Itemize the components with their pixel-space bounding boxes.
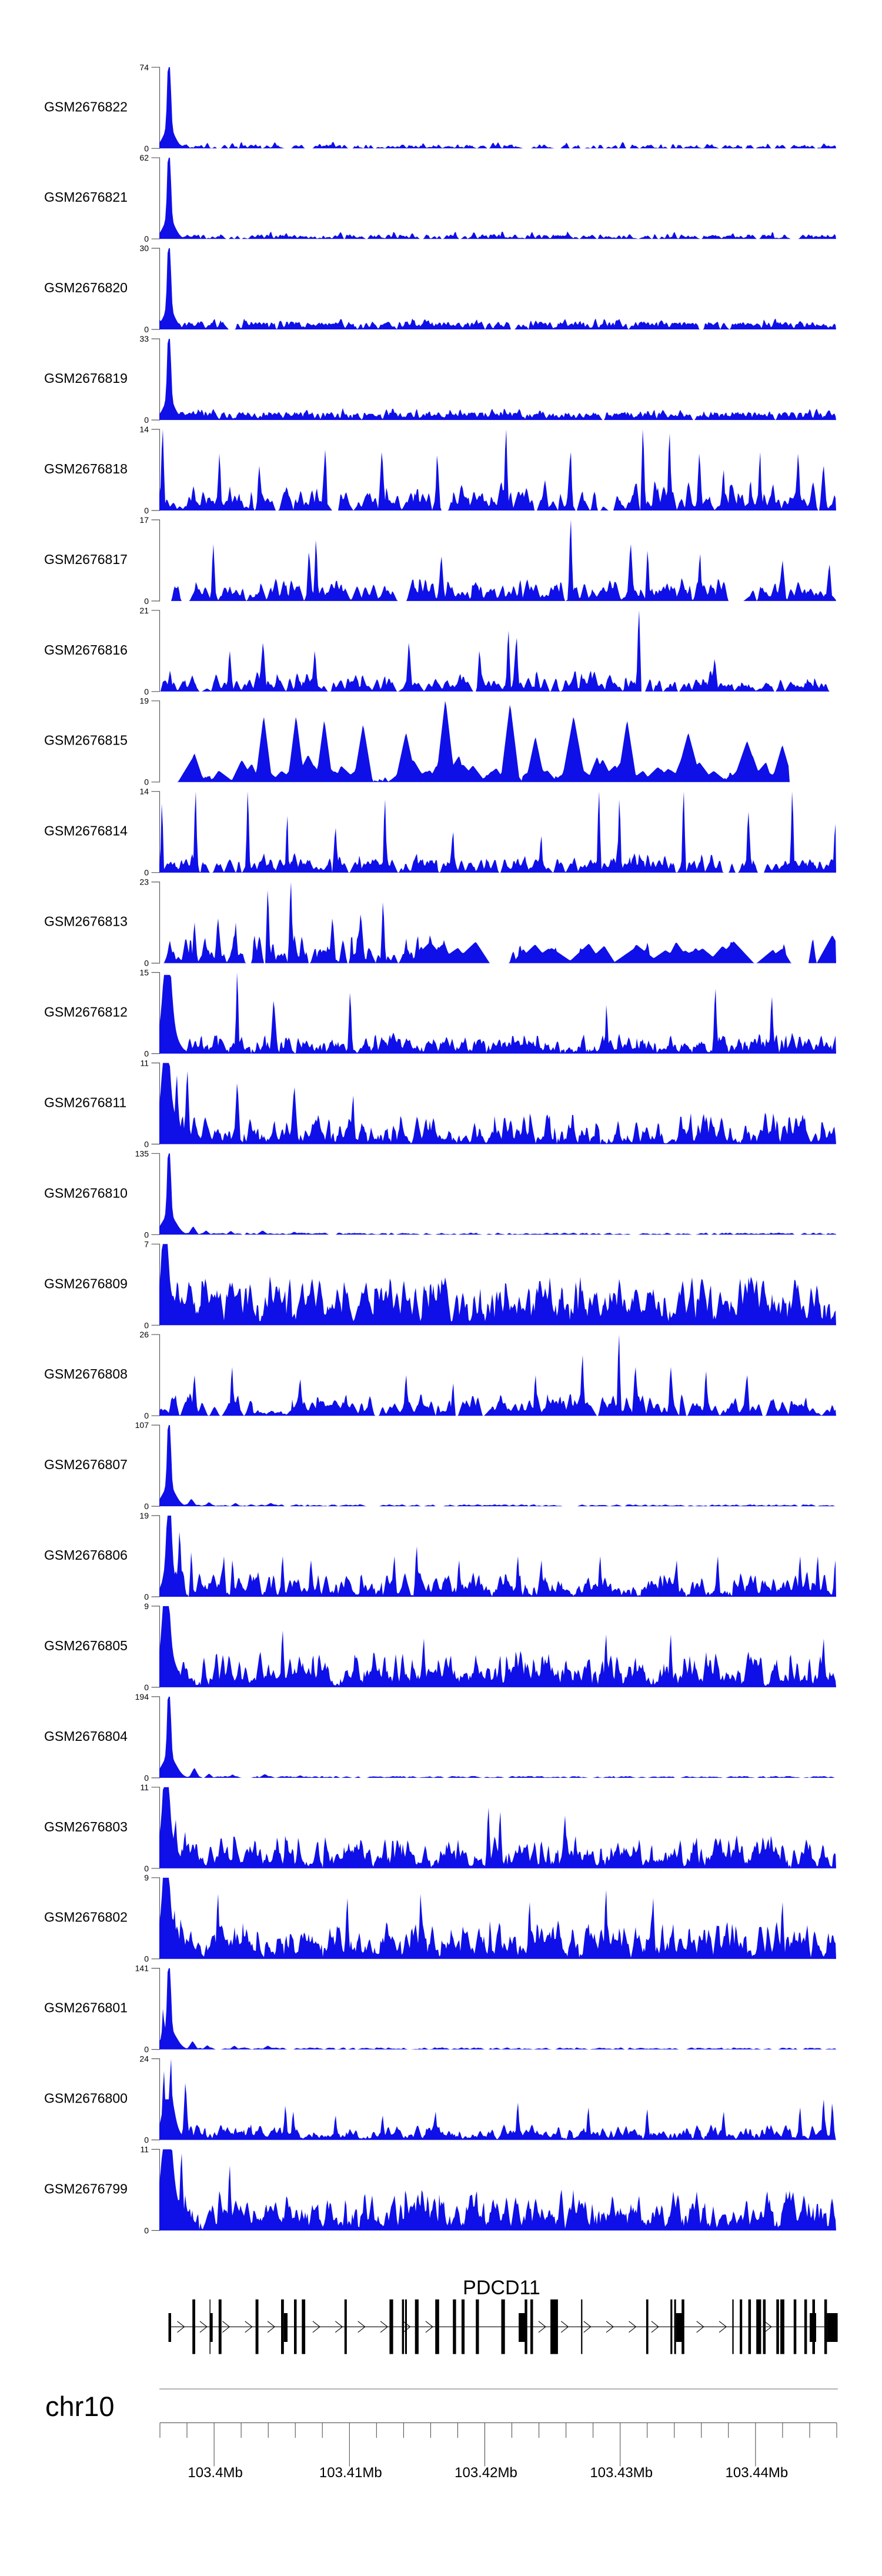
svg-text:0: 0 [144, 144, 149, 153]
svg-text:23: 23 [139, 877, 149, 887]
svg-text:GSM2676817: GSM2676817 [44, 552, 128, 567]
svg-text:0: 0 [144, 1501, 149, 1511]
svg-text:GSM2676816: GSM2676816 [44, 642, 128, 658]
svg-text:62: 62 [139, 153, 149, 162]
svg-text:0: 0 [144, 234, 149, 243]
svg-text:135: 135 [135, 1149, 149, 1158]
svg-text:0: 0 [144, 1139, 149, 1149]
svg-text:GSM2676810: GSM2676810 [44, 1185, 128, 1200]
svg-text:9: 9 [144, 1873, 149, 1883]
svg-text:0: 0 [144, 1864, 149, 1873]
svg-text:11: 11 [140, 1783, 149, 1792]
svg-text:33: 33 [139, 334, 149, 343]
svg-text:GSM2676805: GSM2676805 [44, 1638, 128, 1653]
svg-text:141: 141 [135, 1964, 149, 1973]
svg-text:107: 107 [135, 1420, 149, 1430]
svg-text:GSM2676820: GSM2676820 [44, 280, 128, 295]
svg-text:GSM2676812: GSM2676812 [44, 1005, 128, 1020]
svg-text:0: 0 [144, 1049, 149, 1059]
svg-text:74: 74 [139, 62, 149, 72]
svg-text:GSM2676821: GSM2676821 [44, 189, 128, 205]
svg-text:0: 0 [144, 959, 149, 968]
svg-text:GSM2676809: GSM2676809 [44, 1276, 128, 1291]
svg-text:PDCD11: PDCD11 [463, 2277, 540, 2299]
svg-text:103.43Mb: 103.43Mb [590, 2465, 653, 2481]
svg-text:0: 0 [144, 2135, 149, 2145]
svg-text:0: 0 [144, 1954, 149, 1964]
svg-text:19: 19 [139, 696, 149, 706]
svg-text:21: 21 [139, 606, 149, 615]
svg-text:14: 14 [139, 425, 149, 434]
svg-text:chr10: chr10 [45, 2391, 115, 2422]
svg-text:GSM2676804: GSM2676804 [44, 1729, 128, 1744]
svg-text:GSM2676822: GSM2676822 [44, 99, 128, 114]
svg-text:GSM2676800: GSM2676800 [44, 2091, 128, 2106]
svg-text:0: 0 [144, 506, 149, 515]
svg-text:0: 0 [144, 778, 149, 787]
svg-text:14: 14 [139, 787, 149, 796]
svg-text:GSM2676811: GSM2676811 [44, 1095, 126, 1110]
svg-text:0: 0 [144, 1592, 149, 1601]
svg-text:GSM2676801: GSM2676801 [44, 2000, 128, 2016]
svg-text:11: 11 [140, 1058, 149, 1067]
svg-text:0: 0 [144, 1683, 149, 1692]
svg-text:11: 11 [140, 2145, 149, 2154]
svg-text:GSM2676807: GSM2676807 [44, 1457, 128, 1472]
svg-text:GSM2676813: GSM2676813 [44, 914, 128, 929]
svg-text:103.42Mb: 103.42Mb [455, 2465, 517, 2481]
svg-text:0: 0 [144, 687, 149, 696]
svg-text:GSM2676802: GSM2676802 [44, 1910, 128, 1925]
svg-text:0: 0 [144, 2226, 149, 2235]
svg-text:0: 0 [144, 1230, 149, 1239]
svg-text:103.44Mb: 103.44Mb [726, 2465, 789, 2481]
svg-text:0: 0 [144, 325, 149, 334]
svg-text:GSM2676819: GSM2676819 [44, 371, 128, 386]
svg-text:194: 194 [135, 1692, 149, 1701]
svg-text:0: 0 [144, 1411, 149, 1420]
svg-text:26: 26 [139, 1330, 149, 1339]
svg-text:GSM2676815: GSM2676815 [44, 733, 128, 748]
svg-text:0: 0 [144, 2045, 149, 2054]
svg-text:0: 0 [144, 596, 149, 606]
svg-text:GSM2676814: GSM2676814 [44, 823, 128, 839]
svg-text:7: 7 [144, 1239, 149, 1249]
svg-text:0: 0 [144, 415, 149, 425]
svg-text:17: 17 [139, 515, 149, 525]
svg-text:0: 0 [144, 1320, 149, 1330]
svg-text:9: 9 [144, 1601, 149, 1611]
svg-text:19: 19 [139, 1511, 149, 1520]
svg-text:GSM2676803: GSM2676803 [44, 1819, 128, 1834]
svg-text:103.4Mb: 103.4Mb [188, 2465, 242, 2481]
svg-text:0: 0 [144, 1773, 149, 1783]
svg-text:0: 0 [144, 868, 149, 877]
svg-text:24: 24 [139, 2054, 149, 2064]
svg-text:GSM2676806: GSM2676806 [44, 1547, 128, 1563]
svg-text:GSM2676799: GSM2676799 [44, 2181, 128, 2197]
svg-text:15: 15 [139, 968, 149, 977]
svg-text:GSM2676818: GSM2676818 [44, 461, 128, 476]
svg-text:103.41Mb: 103.41Mb [319, 2465, 382, 2481]
svg-text:30: 30 [139, 243, 149, 253]
svg-text:GSM2676808: GSM2676808 [44, 1366, 128, 1382]
